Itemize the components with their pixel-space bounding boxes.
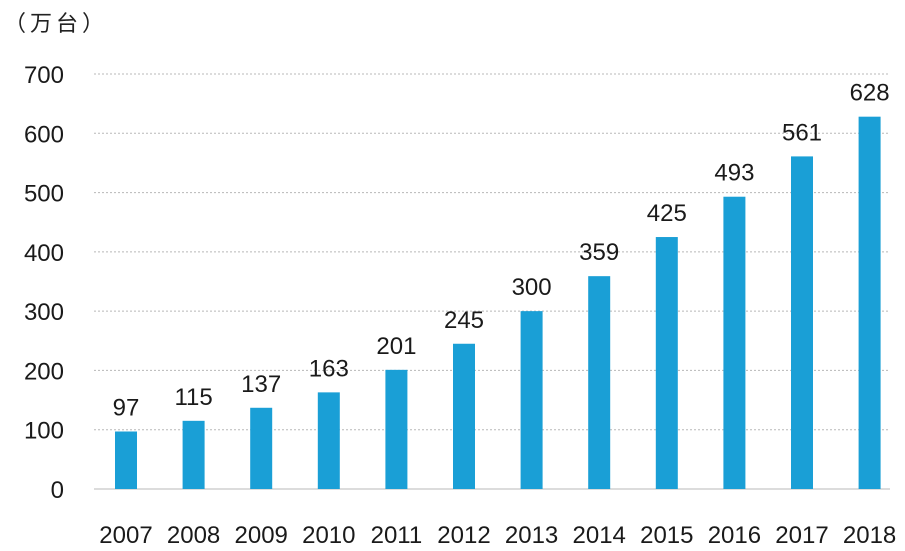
bar xyxy=(723,196,746,489)
data-label: 493 xyxy=(714,160,754,187)
bar xyxy=(791,156,813,489)
x-tick-label: 2012 xyxy=(437,522,490,549)
bar xyxy=(182,420,205,489)
bar xyxy=(115,431,137,489)
y-axis-unit-label: （万台） xyxy=(4,12,109,37)
x-tick-label: 2016 xyxy=(708,522,761,549)
x-tick-label: 2007 xyxy=(99,522,152,549)
data-label: 201 xyxy=(376,333,416,360)
y-tick-label: 100 xyxy=(24,418,64,445)
y-tick-label: 500 xyxy=(24,181,64,208)
y-tick-label: 200 xyxy=(24,358,64,385)
data-label: 137 xyxy=(241,371,281,398)
x-tick-label: 2010 xyxy=(302,522,355,549)
y-tick-label: 600 xyxy=(24,121,64,148)
bar xyxy=(655,237,678,489)
y-tick-label: 700 xyxy=(24,62,64,89)
bar xyxy=(385,369,408,489)
y-tick-label: 400 xyxy=(24,240,64,267)
data-label: 115 xyxy=(174,384,212,411)
x-tick-label: 2017 xyxy=(775,522,828,549)
x-tick-label: 2015 xyxy=(640,522,693,549)
data-label: 245 xyxy=(444,307,484,334)
bar xyxy=(858,116,881,489)
bar xyxy=(520,311,543,489)
x-tick-label: 2008 xyxy=(167,522,220,549)
x-tick-label: 2014 xyxy=(573,522,626,549)
data-label: 300 xyxy=(512,274,552,301)
data-label: 561 xyxy=(782,119,822,146)
x-tick-label: 2018 xyxy=(843,522,896,549)
y-axis-ticks: 0 100 200 300 400 500 600 700 xyxy=(24,62,64,504)
bar xyxy=(453,343,475,489)
data-label: 425 xyxy=(647,200,687,227)
y-tick-label: 0 xyxy=(51,477,64,504)
bar xyxy=(250,407,273,489)
x-tick-label: 2013 xyxy=(505,522,558,549)
bar xyxy=(588,276,611,489)
x-tick-label: 2009 xyxy=(235,522,288,549)
gridlines xyxy=(94,73,890,490)
data-label: 628 xyxy=(850,80,890,107)
bars xyxy=(115,116,881,489)
x-axis-ticks: 2007 2008 2009 2010 2011 2012 2013 2014 2015 2016… xyxy=(99,522,896,549)
data-label: 163 xyxy=(309,355,349,382)
data-label: 97 xyxy=(113,394,140,421)
x-tick-label: 2011 xyxy=(371,522,423,549)
y-tick-label: 300 xyxy=(24,299,64,326)
data-labels: 97 115 137 163 201 245 300 359 425 493 561 628 xyxy=(113,80,890,422)
bar xyxy=(317,392,340,489)
data-label: 359 xyxy=(579,239,619,266)
